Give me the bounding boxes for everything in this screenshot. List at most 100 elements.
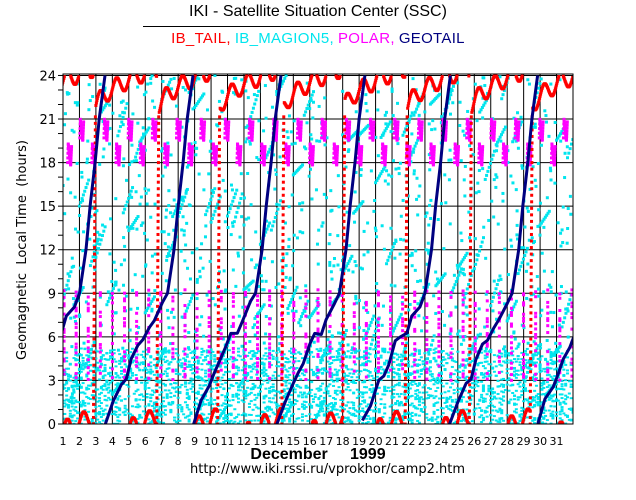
- ib-magion5-point: [458, 270, 462, 274]
- ib-magion5-point: [427, 223, 431, 227]
- ib-magion5-point: [185, 391, 189, 394]
- ib-magion5-point: [542, 367, 546, 370]
- ib-magion5-point: [337, 416, 341, 419]
- ib-magion5-point: [105, 351, 109, 354]
- ib-magion5-point: [461, 271, 465, 275]
- ib-magion5-point: [458, 370, 462, 373]
- ib-magion5-point: [417, 363, 421, 366]
- ib-magion5-point: [531, 398, 535, 401]
- ib-magion5-point: [191, 350, 195, 353]
- ib-magion5-point: [366, 421, 370, 424]
- ib-magion5-point: [449, 112, 453, 116]
- ib-magion5-point: [229, 203, 233, 207]
- ib-magion5-point: [375, 340, 379, 344]
- ib-magion5-point: [180, 366, 184, 369]
- ib-magion5-point: [124, 294, 128, 298]
- ib-magion5-point: [438, 92, 442, 96]
- ib-magion5-point: [322, 399, 326, 403]
- ib-magion5-point: [514, 403, 518, 406]
- ib-magion5-point: [406, 374, 410, 377]
- ib-magion5-point: [381, 167, 385, 171]
- ib-magion5-point: [549, 414, 553, 417]
- ib-magion5-point: [251, 355, 255, 358]
- ib-magion5-point: [452, 373, 456, 376]
- ib-magion5-point: [152, 295, 156, 299]
- ib-magion5-point: [236, 354, 240, 357]
- ib-magion5-point: [522, 384, 526, 388]
- ib-magion5-point: [492, 215, 496, 219]
- ib-magion5-point: [226, 417, 230, 420]
- ib-magion5-point: [178, 358, 182, 361]
- ib-magion5-point: [456, 411, 460, 414]
- ib-magion5-point: [287, 205, 291, 209]
- ib-magion5-point: [516, 146, 520, 150]
- ib-magion5-point: [110, 356, 114, 359]
- ib-magion5-point: [450, 365, 454, 368]
- ib-magion5-point: [373, 199, 377, 203]
- ib-magion5-point: [427, 351, 431, 354]
- ib-magion5-point: [503, 389, 507, 392]
- ib-magion5-point: [487, 363, 491, 366]
- ib-magion5-point: [425, 416, 429, 419]
- polar-point: [123, 299, 127, 303]
- ib-magion5-point: [558, 388, 562, 391]
- ib-magion5-point: [244, 295, 248, 299]
- ib-magion5-point: [206, 205, 210, 209]
- ib-magion5-point: [354, 264, 358, 268]
- ib-magion5-point: [240, 414, 244, 417]
- ib-magion5-point: [511, 391, 515, 394]
- ib-magion5-point: [87, 108, 91, 112]
- ib-magion5-point: [160, 411, 164, 414]
- ib-magion5-point: [363, 401, 367, 404]
- ib-magion5-point: [292, 233, 296, 237]
- polar-point: [142, 148, 146, 152]
- ib-magion5-point: [526, 209, 530, 213]
- ib-magion5-point: [480, 240, 484, 244]
- ib-magion5-point: [196, 377, 200, 380]
- ib-magion5-point: [147, 117, 151, 121]
- polar-point: [159, 343, 163, 347]
- ib-magion5-point: [421, 360, 425, 363]
- ib-magion5-point: [411, 77, 415, 81]
- ib-magion5-point: [438, 372, 442, 375]
- ib-magion5-point: [354, 297, 358, 301]
- ib-magion5-point: [166, 316, 170, 320]
- ib-magion5-point: [396, 358, 400, 361]
- ib-magion5-point: [549, 394, 553, 397]
- ib-magion5-point: [549, 82, 553, 86]
- ib-magion5-point: [429, 216, 433, 220]
- ib-magion5-point: [513, 134, 517, 138]
- ib-magion5-point: [445, 398, 449, 401]
- ib-magion5-point: [90, 351, 94, 354]
- ib-magion5-point: [470, 382, 474, 385]
- ib-magion5-point: [269, 228, 273, 232]
- ib-magion5-point: [248, 140, 252, 144]
- ib-magion5-point: [419, 407, 423, 410]
- ib-magion5-point: [224, 358, 228, 361]
- polar-point: [162, 161, 166, 165]
- ib-magion5-point: [89, 215, 93, 219]
- ib-magion5-point: [123, 404, 127, 407]
- ib-magion5-point: [498, 407, 502, 410]
- ib-magion5-point: [389, 283, 393, 287]
- ib-magion5-point: [368, 396, 372, 399]
- ib-magion5-point: [568, 147, 572, 151]
- ib-magion5-point: [421, 398, 425, 401]
- ib-magion5-point: [435, 282, 439, 286]
- ib-magion5-point: [149, 361, 153, 364]
- ib-magion5-point: [123, 363, 127, 366]
- polar-point: [142, 153, 146, 157]
- ib-magion5-point: [457, 329, 461, 333]
- ib-magion5-point: [483, 350, 487, 353]
- ib-magion5-point: [324, 387, 328, 390]
- ib-magion5-point: [157, 359, 161, 363]
- ib-magion5-point: [287, 407, 291, 411]
- ib-magion5-point: [423, 360, 427, 363]
- ib-magion5-point: [269, 304, 273, 308]
- ib-magion5-point: [200, 379, 204, 382]
- ib-magion5-point: [213, 358, 217, 361]
- ib-magion5-point: [354, 170, 358, 174]
- ib-magion5-point: [450, 347, 454, 350]
- ib-magion5-point: [74, 357, 78, 360]
- ib-magion5-point: [516, 398, 520, 401]
